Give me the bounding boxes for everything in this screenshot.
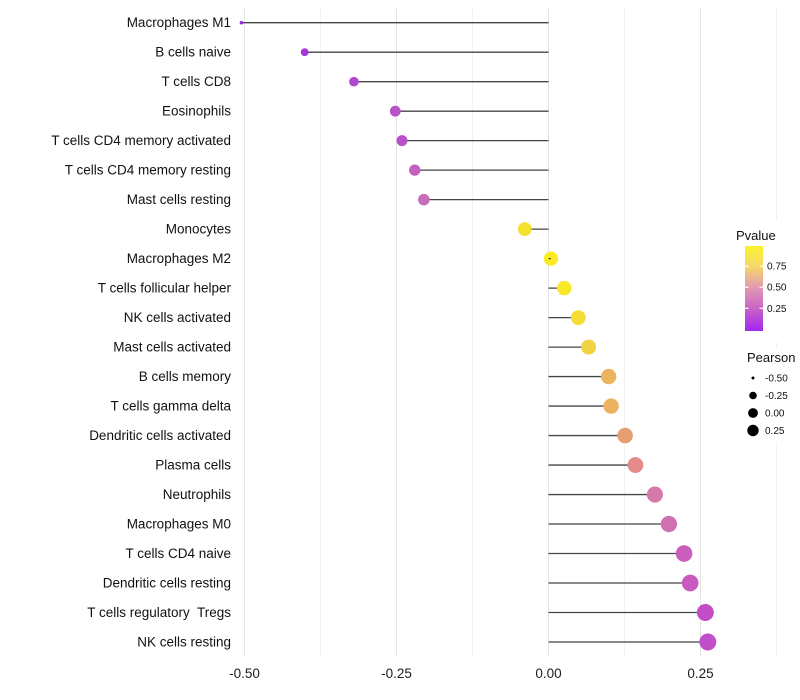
x-axis-tick-label: -0.25: [381, 666, 412, 681]
category-label: Monocytes: [166, 222, 232, 237]
data-point: [601, 368, 617, 385]
data-point: [300, 48, 309, 57]
category-label: Macrophages M1: [127, 15, 231, 30]
category-label: T cells gamma delta: [110, 399, 231, 414]
pearson-legend-background: [728, 348, 800, 442]
category-label: NK cells resting: [137, 634, 231, 649]
category-label: T cells CD4 memory resting: [65, 163, 231, 178]
pvalue-tick-label: 0.50: [767, 283, 787, 294]
pearson-size-key-dot: [751, 376, 755, 380]
pvalue-legend-title: Pvalue: [736, 228, 776, 243]
category-label: Dendritic cells activated: [89, 428, 231, 443]
data-point: [581, 339, 597, 355]
data-point: [646, 486, 663, 503]
pearson-size-key-label: -0.25: [765, 391, 788, 402]
category-label: T cells CD4 memory activated: [51, 133, 231, 148]
data-point: [396, 135, 408, 147]
category-label: Macrophages M0: [127, 517, 231, 532]
category-label: T cells CD4 naive: [125, 546, 231, 561]
x-axis-tick-label: 0.00: [535, 666, 561, 681]
data-point: [570, 310, 586, 325]
data-point: [681, 574, 699, 592]
data-point: [603, 398, 619, 414]
data-point: [517, 222, 532, 237]
pearson-size-key-label: 0.25: [765, 426, 785, 437]
pearson-legend-title: Pearson: [747, 350, 795, 365]
data-point: [557, 280, 572, 296]
pearson-size-key-dot: [748, 408, 758, 418]
category-label: Mast cells resting: [127, 192, 231, 207]
data-point: [409, 164, 421, 176]
data-point: [696, 604, 714, 621]
pearson-size-key-dot: [747, 424, 759, 437]
data-point: [349, 76, 359, 87]
category-label: T cells regulatory Tregs: [87, 605, 231, 620]
category-label: B cells naive: [155, 45, 231, 60]
category-label: T cells follicular helper: [98, 281, 232, 296]
pearson-size-key-label: 0.00: [765, 409, 785, 420]
category-label: B cells memory: [139, 369, 232, 384]
category-label: T cells CD8: [161, 74, 231, 89]
pearson-size-key-label: -0.50: [765, 374, 788, 385]
pvalue-tick-label: 0.75: [767, 262, 787, 273]
category-label: Macrophages M2: [127, 251, 231, 266]
pvalue-tick-label: 0.25: [767, 304, 787, 315]
data-point: [617, 427, 633, 444]
category-label: Neutrophils: [163, 487, 232, 502]
category-label: Plasma cells: [155, 458, 231, 473]
data-point: [699, 633, 717, 651]
data-point: [675, 545, 693, 562]
data-point: [389, 105, 401, 117]
pearson-size-key-dot: [749, 391, 757, 400]
x-axis-tick-label: -0.50: [229, 666, 260, 681]
category-label: Dendritic cells resting: [103, 576, 231, 591]
x-axis-tick-label: 0.25: [687, 666, 713, 681]
category-label: Eosinophils: [162, 104, 231, 119]
data-point: [418, 193, 430, 206]
pvalue-colorbar: [745, 246, 763, 331]
category-label: Mast cells activated: [113, 340, 231, 355]
data-point: [239, 20, 244, 25]
category-label: NK cells activated: [124, 310, 231, 325]
data-point: [660, 515, 678, 533]
data-point: [627, 457, 644, 473]
pvalue-legend-background: [728, 220, 800, 342]
